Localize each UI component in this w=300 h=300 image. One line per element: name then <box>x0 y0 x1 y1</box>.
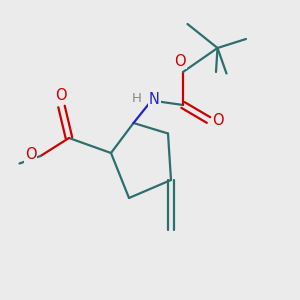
Text: N: N <box>149 92 160 107</box>
Text: O: O <box>25 147 36 162</box>
Text: O: O <box>174 54 186 69</box>
Text: O: O <box>212 113 224 128</box>
Text: H: H <box>132 92 142 106</box>
Text: O: O <box>55 88 67 103</box>
